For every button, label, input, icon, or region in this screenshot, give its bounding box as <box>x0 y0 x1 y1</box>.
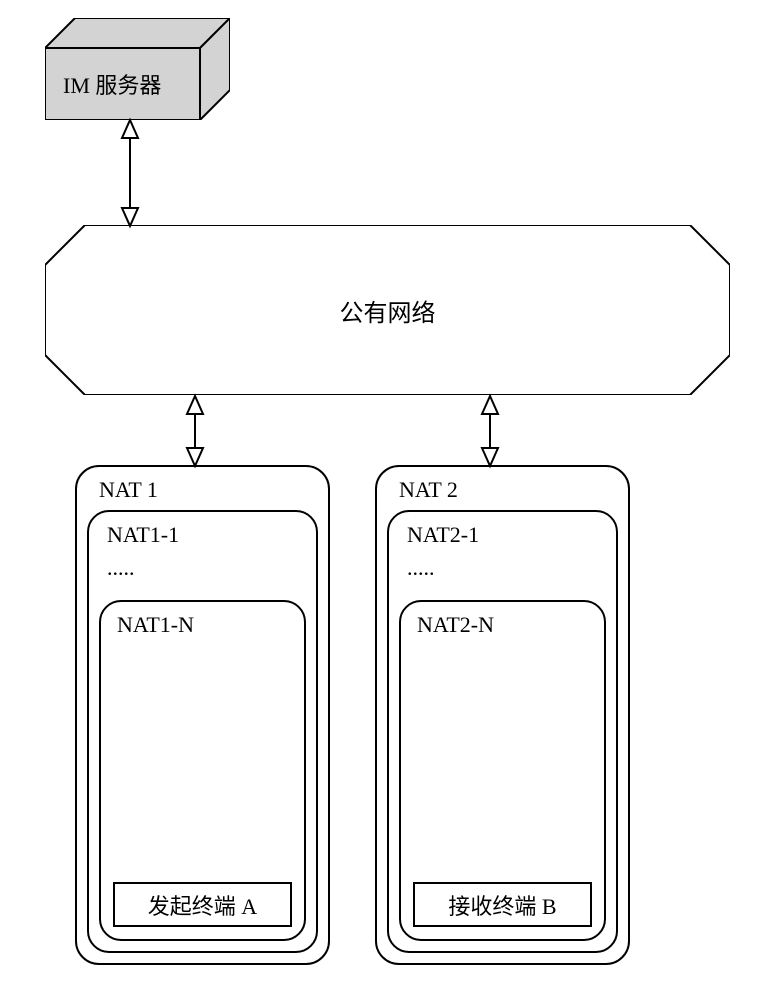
nat1-dots: ..... <box>107 555 135 581</box>
nat1-terminal-label: 发起终端 A <box>148 889 257 921</box>
nat1-outer-label: NAT 1 <box>99 477 158 503</box>
nat2-inner-label: NAT2-N <box>417 612 494 638</box>
nat2-outer-label: NAT 2 <box>399 477 458 503</box>
arrow-network-nat1 <box>187 396 203 466</box>
nat2-terminal: 接收终端 B <box>413 882 592 927</box>
nat1-terminal: 发起终端 A <box>113 882 292 927</box>
arrow-server-network <box>122 120 138 226</box>
arrow-network-nat2 <box>482 396 498 466</box>
nat1-inner-label: NAT1-N <box>117 612 194 638</box>
im-server-label: IM 服务器 <box>63 68 161 100</box>
nat1-mid-label: NAT1-1 <box>107 522 179 548</box>
diagram-canvas: IM 服务器 公有网络 NAT 1 NAT1-1 ..... NAT1-N 发起… <box>0 0 769 1000</box>
nat2-mid-label: NAT2-1 <box>407 522 479 548</box>
nat2-terminal-label: 接收终端 B <box>448 889 556 921</box>
nat2-dots: ..... <box>407 555 435 581</box>
public-network-label: 公有网络 <box>45 225 730 395</box>
